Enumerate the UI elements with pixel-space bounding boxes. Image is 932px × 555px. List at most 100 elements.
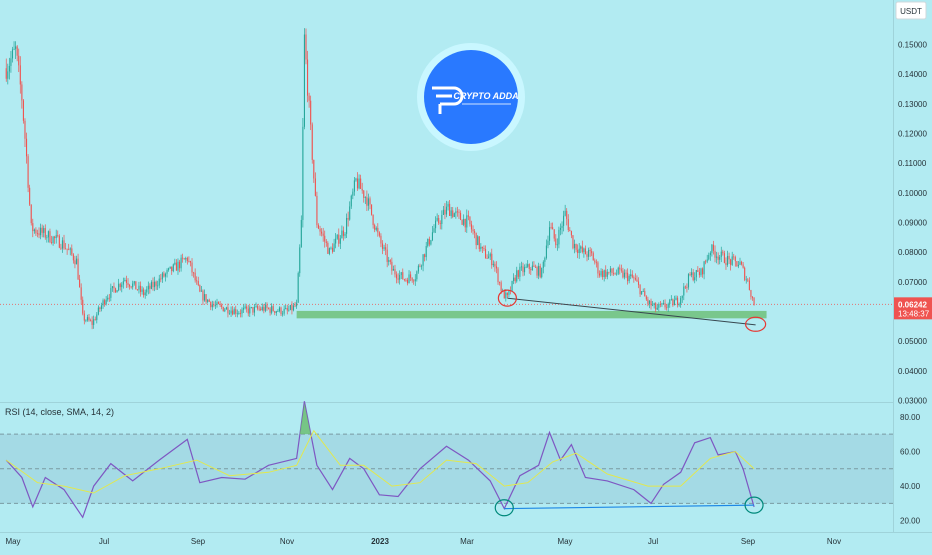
candle [244,303,246,310]
candle-body [672,299,674,306]
candle-body [556,244,558,246]
candle-body [160,278,162,280]
candle-body [7,71,9,79]
candle-body [349,206,351,220]
candle [616,269,618,276]
candle-body [164,273,167,277]
candle-body [731,256,733,265]
candle [400,271,402,280]
candle [188,256,190,263]
candle [294,301,296,308]
candle-body [66,248,68,250]
candle-body [200,290,202,292]
candle [38,227,40,239]
candle [519,263,521,282]
candle [275,310,277,316]
candle [193,271,195,278]
candle-body [289,305,291,310]
candle-body [8,65,10,72]
candle [697,266,699,273]
candle [236,309,238,318]
candle [278,306,281,313]
candle-body [558,229,560,245]
candle [191,258,193,277]
candle [158,274,160,289]
candle [744,266,746,282]
candle [114,287,117,293]
candle [472,225,474,235]
candle-body [280,307,282,315]
candle [386,244,388,268]
candle [410,271,412,282]
candle [474,229,476,239]
candle-body [222,307,224,312]
candle [210,301,212,311]
candle-body [336,234,338,239]
candle-body [552,227,554,230]
candle-body [733,256,735,258]
candle-body [692,272,694,281]
candle-body [745,279,747,281]
candle [680,296,682,308]
candle [600,268,602,278]
candle-body [475,232,477,246]
candle [43,225,45,238]
candle-body [394,268,396,275]
candle-body [481,246,483,249]
candle-body [422,254,424,266]
candle [683,282,685,301]
candle [7,63,9,85]
candle-body [658,304,660,308]
candle-body [622,270,624,278]
candle-body [238,313,240,314]
candle [753,296,755,306]
candle-body [121,284,123,288]
candle-body [686,287,688,288]
candle-body [292,305,295,311]
candle [408,270,410,284]
price-low-circle-1 [497,289,517,307]
candle [483,245,485,252]
candle-body [55,235,57,239]
candle-body [327,242,329,254]
candle [347,211,349,227]
candle-body [389,260,391,262]
candle [394,264,396,278]
candle-body [91,320,93,325]
candle [286,304,288,315]
candle [300,215,302,248]
candle-body [705,261,707,263]
candle [631,270,633,279]
time-tick-label: May [5,537,20,546]
candle-body [141,289,143,292]
candle [224,307,226,313]
candle-body [708,254,710,260]
rsi-tick-label: 60.00 [900,447,921,456]
candle-body [127,282,129,285]
candle [634,273,636,281]
candle-body [172,264,174,272]
candle-body [230,310,232,314]
candle [230,306,232,317]
candle-body [36,233,39,235]
candle-body [450,210,452,216]
candle-body [653,303,655,305]
candle [653,302,655,309]
candle [452,206,454,219]
candle-body [675,297,677,301]
candle-body [267,308,270,309]
candle-body [361,188,363,191]
candle [260,306,262,312]
candle-body [124,279,126,282]
price-tick-label: 0.14000 [898,70,927,79]
candle-body [577,249,579,254]
candle-body [221,304,223,308]
candle-body [82,299,84,314]
candle-body [530,269,532,271]
candle-body [525,266,527,268]
candle-body [698,271,700,276]
candle-body [711,244,713,253]
candle-body [207,299,209,302]
candle [736,261,738,267]
